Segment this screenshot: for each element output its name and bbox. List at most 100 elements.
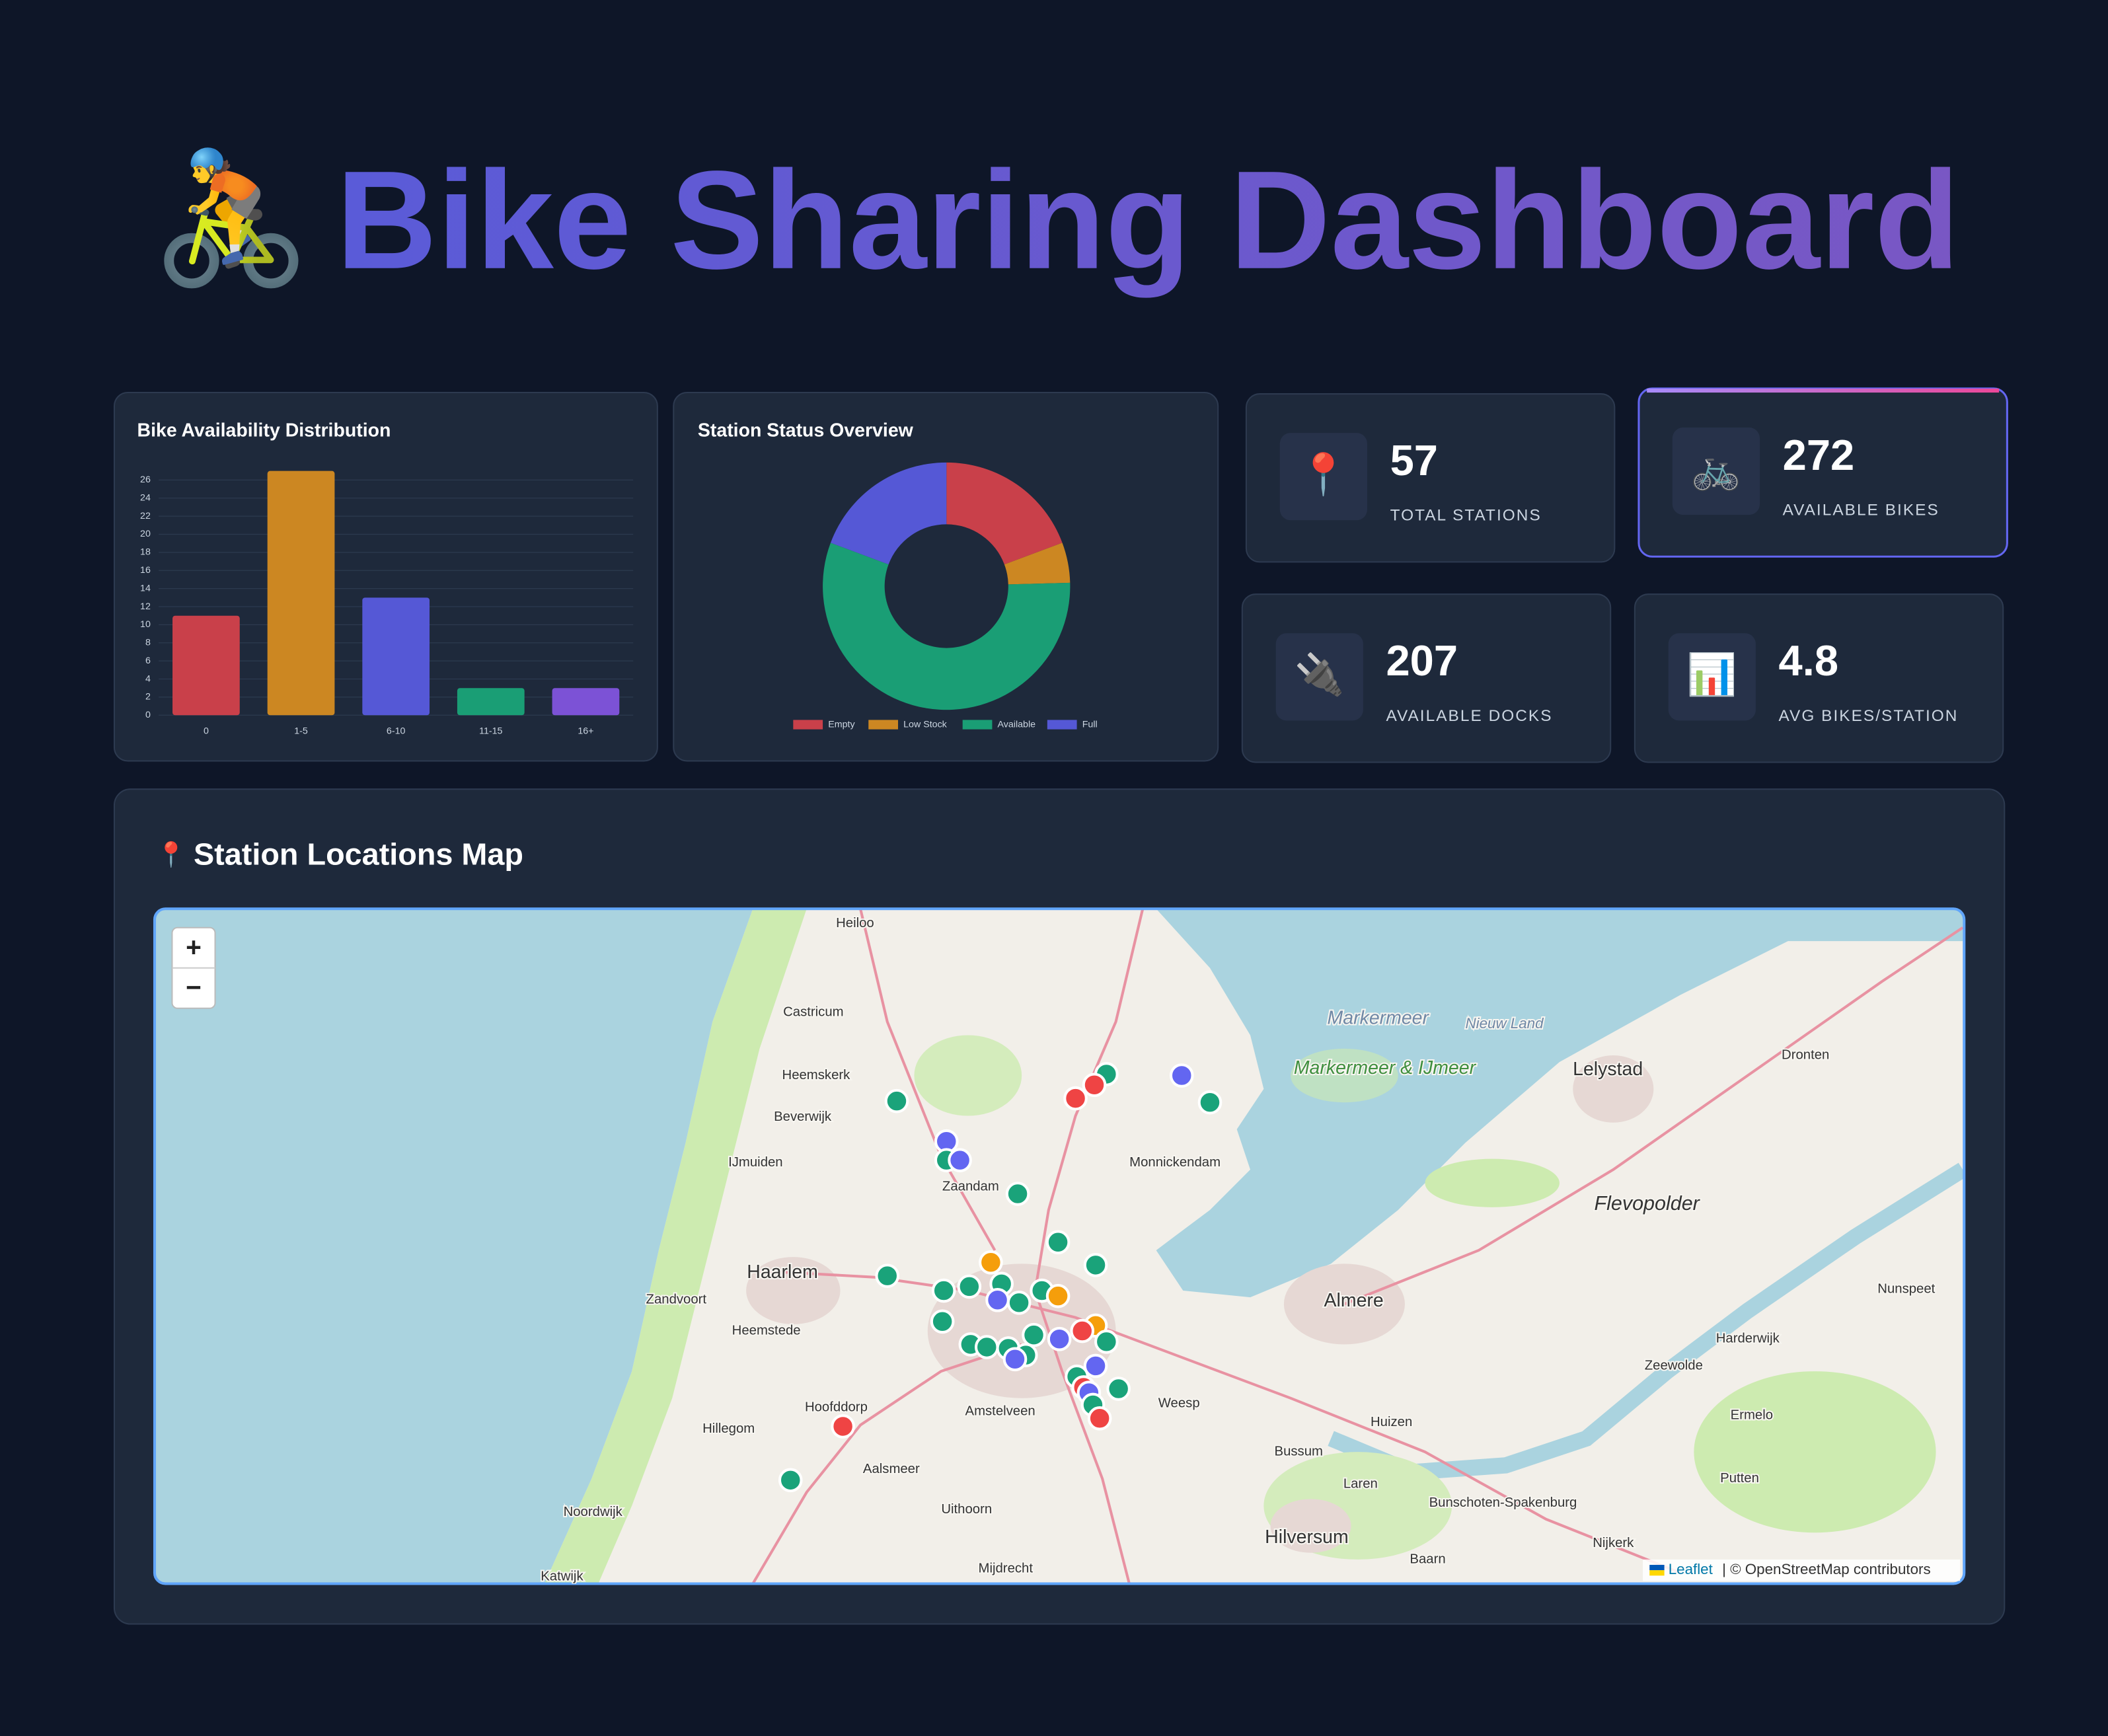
y-tick-label: 10 (140, 619, 151, 630)
map-dunes (544, 909, 807, 1584)
map-nature (1694, 1371, 1936, 1533)
station-marker[interactable] (1083, 1353, 1108, 1378)
legend-label: Full (1082, 719, 1098, 730)
stat-icon: 🔌 (1295, 651, 1345, 697)
station-marker[interactable] (1002, 1347, 1028, 1372)
map-label: Nieuw Land (1465, 1015, 1544, 1032)
station-marker[interactable] (931, 1278, 956, 1303)
station-marker[interactable] (1197, 1090, 1223, 1115)
y-tick-label: 20 (140, 529, 151, 539)
map-label: Dronten (1782, 1047, 1829, 1062)
pie-segment (946, 462, 1063, 565)
station-marker[interactable] (1005, 1182, 1030, 1206)
map-label: Zandvoort (646, 1293, 707, 1307)
y-tick-label: 12 (140, 601, 151, 612)
x-tick-label: 1-5 (294, 726, 308, 736)
station-marker[interactable] (1169, 1063, 1194, 1088)
stat-icon-box (1275, 633, 1363, 721)
stat-value: 57 (1390, 436, 1438, 484)
y-tick-label: 0 (145, 710, 151, 720)
y-tick-label: 4 (145, 673, 151, 684)
chart-title: Bike Availability Distribution (137, 420, 391, 441)
station-marker[interactable] (1063, 1086, 1088, 1111)
station-marker[interactable] (985, 1287, 1010, 1312)
flag (1649, 1565, 1665, 1571)
map-nature (914, 1035, 1022, 1116)
map-label: Beverwijk (774, 1110, 832, 1124)
map-label: Bunschoten-Spakenburg (1429, 1495, 1577, 1510)
map-label: Uithoorn (941, 1502, 992, 1517)
map-label: Almere (1324, 1290, 1384, 1311)
map-label: Zeewolde (1645, 1358, 1703, 1373)
station-marker[interactable] (979, 1250, 1003, 1275)
y-tick-label: 16 (140, 565, 151, 576)
stat-label: AVAILABLE BIKES (1783, 502, 1939, 519)
stat-icon: 📊 (1687, 651, 1737, 697)
zoom-in[interactable]: + (186, 932, 202, 962)
station-marker[interactable] (1045, 1283, 1071, 1308)
bar (267, 471, 335, 716)
map-label: Lelystad (1573, 1059, 1643, 1080)
attribution-link[interactable]: Leaflet (1669, 1561, 1713, 1577)
map-nature (1291, 1048, 1398, 1103)
legend-swatch (962, 720, 993, 730)
x-tick-label: 16+ (578, 726, 593, 736)
title-icon: 🚴 (151, 145, 311, 291)
map-border (153, 907, 1966, 1585)
bar (457, 688, 525, 716)
bar (362, 597, 430, 716)
station-marker[interactable] (1047, 1326, 1072, 1351)
map-label: Noordwijk (564, 1505, 623, 1519)
station-marker[interactable] (1094, 1330, 1119, 1354)
stat-label: AVAILABLE DOCKS (1386, 707, 1552, 725)
station-marker[interactable] (930, 1309, 955, 1334)
station-marker[interactable] (875, 1264, 900, 1288)
map-label: Aalsmeer (863, 1462, 920, 1476)
station-marker[interactable] (1070, 1318, 1095, 1343)
legend-swatch (1047, 720, 1077, 730)
station-marker[interactable] (1083, 1253, 1108, 1277)
station-marker[interactable] (1082, 1073, 1107, 1098)
page-title: Bike Sharing Dashboard (336, 141, 1960, 298)
station-marker[interactable] (1022, 1322, 1046, 1347)
map-label: Flevopolder (1594, 1192, 1700, 1215)
x-tick-label: 11-15 (479, 726, 502, 736)
map-label: Amstelveen (965, 1404, 1035, 1418)
station-marker[interactable] (778, 1468, 803, 1493)
map-label: Heemstede (732, 1323, 801, 1338)
station-marker[interactable] (1006, 1291, 1032, 1315)
y-tick-label: 22 (140, 511, 151, 521)
station-marker[interactable] (1106, 1377, 1131, 1401)
legend-swatch (793, 720, 823, 730)
card (673, 392, 1219, 762)
map-label: Nunspeet (1877, 1281, 1935, 1296)
station-marker[interactable] (1087, 1406, 1112, 1431)
map-label: Markermeer (1328, 1008, 1430, 1029)
attribution-box (1643, 1559, 1961, 1581)
map-roads (751, 909, 1964, 1584)
map-label: Huizen (1371, 1415, 1412, 1429)
stat-icon: 📍 (1299, 451, 1349, 497)
map-label: Ermelo (1731, 1408, 1773, 1423)
station-marker[interactable] (957, 1274, 982, 1299)
zoom-out[interactable]: − (186, 972, 202, 1002)
map-label: IJmuiden (728, 1155, 782, 1170)
map-label: Harderwijk (1716, 1332, 1780, 1346)
map-label: Laren (1343, 1476, 1378, 1491)
station-marker[interactable] (884, 1088, 909, 1113)
station-marker[interactable] (831, 1414, 855, 1439)
station-marker[interactable] (974, 1335, 999, 1359)
y-tick-label: 24 (140, 492, 151, 503)
map-label: Heiloo (836, 916, 874, 930)
map-sea (154, 909, 753, 1584)
map-title: Station Locations Map (194, 837, 523, 871)
station-marker[interactable] (1045, 1230, 1071, 1255)
stat-value: 272 (1783, 431, 1855, 479)
legend-swatch (868, 720, 899, 730)
attribution: | © OpenStreetMap contributors (1722, 1561, 1931, 1577)
map-title-icon: 📍 (156, 841, 186, 869)
station-marker[interactable] (948, 1148, 972, 1172)
chart-title: Station Status Overview (698, 420, 914, 441)
y-tick-label: 14 (140, 583, 151, 593)
